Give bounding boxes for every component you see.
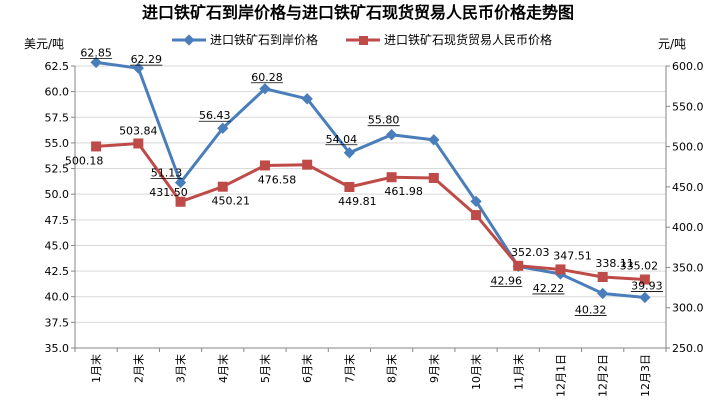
legend-marker-2: [359, 36, 368, 45]
y-left-tick-label-4: 45.0: [45, 239, 70, 252]
y-left-tick-label-3: 42.5: [45, 265, 70, 278]
y-right-tick-label-2: 350.0: [672, 261, 704, 274]
series-2-point-12: [597, 272, 608, 283]
series-1-point-8: [428, 134, 440, 146]
x-tick-label-13: 12月3日: [639, 354, 652, 397]
series-2-label-2: 431.50: [149, 186, 188, 199]
series-2-point-7: [386, 172, 397, 183]
series-1-label-11: 42.22: [533, 282, 565, 295]
y-right-tick-label-6: 550.0: [672, 100, 704, 113]
y-right-tick-label-7: 600.0: [672, 60, 704, 73]
series-1-point-3: [217, 122, 229, 134]
series-2-label-12: 338.11: [595, 257, 634, 270]
x-tick-label-12: 12月2日: [597, 354, 610, 397]
series-1-label-7: 55.80: [368, 114, 400, 127]
y-right-label: 元/吨: [658, 37, 686, 51]
series-1-point-9: [470, 195, 482, 208]
series-2-label-4: 476.58: [258, 173, 297, 186]
series-1-point-7: [385, 129, 398, 141]
x-tick-label-3: 4月末: [216, 354, 230, 383]
y-left-tick-label-11: 62.5: [45, 60, 70, 73]
y-left-tick-label-2: 40.0: [45, 291, 70, 304]
series-1-line: [95, 60, 646, 299]
series-2-point-4: [259, 160, 270, 171]
series-2-line: [96, 141, 645, 281]
x-tick-label-0: 1月末: [89, 354, 103, 383]
series-2-label-11: 347.51: [553, 249, 592, 262]
data-labels: 62.85 62.29 51.13 56.43 60.28 54.04 55.80 42.96…: [65, 46, 663, 316]
series-2-point-3: [217, 181, 228, 192]
series-2-label-6: 449.81: [338, 195, 377, 208]
y-right-tick-label-1: 300.0: [672, 302, 704, 315]
series-2-label-0: 500.18: [65, 154, 104, 167]
x-tick-label-4: 5月末: [258, 354, 272, 383]
y-left-tick-label-10: 60.0: [45, 86, 70, 99]
x-tick-label-6: 7月末: [342, 354, 356, 383]
series-1-label-13: 39.93: [631, 279, 663, 292]
plot-grid: [75, 65, 666, 349]
y-right-tick-label-0: 250.0: [672, 342, 704, 355]
chart-title: 进口铁矿石到岸价格与进口铁矿石现货贸易人民币价格走势图: [142, 3, 574, 22]
y-left-tick-label-0: 35.0: [45, 342, 70, 355]
y-left-tick-label-8: 55.0: [45, 137, 70, 150]
series-1-label-10: 42.96: [491, 274, 523, 287]
y-left-tick-label-6: 50.0: [45, 188, 70, 201]
x-tick-label-10: 11月末: [511, 354, 525, 390]
series-2-point-1: [133, 138, 144, 149]
legend-label-2: 进口铁矿石现货贸易人民币价格: [384, 32, 552, 47]
y-left-tick-label-5: 47.5: [45, 214, 70, 227]
series-2-point-6: [344, 182, 355, 193]
legend-marker-1: [183, 34, 195, 46]
x-tick-label-5: 6月末: [300, 354, 314, 383]
series-2-point-13: [639, 274, 650, 285]
series-2-point-11: [555, 264, 566, 275]
y-right-tick-label-4: 450.0: [672, 181, 704, 194]
series-1-label-12: 40.32: [575, 303, 607, 316]
series-1-label-4: 60.28: [251, 71, 283, 84]
series-1-label-2: 51.13: [151, 167, 183, 180]
series-1-label-3: 56.43: [199, 109, 231, 122]
y-left-tick-label-7: 52.5: [45, 163, 70, 176]
y-left-axis: 35.0 37.5 40.0 42.5 45.0 47.5 50.0 52.5 55.0 57.5…: [45, 60, 75, 355]
series-2-label-3: 450.21: [212, 195, 251, 208]
series-2-label-7: 461.98: [384, 185, 423, 198]
y-left-tick-label-9: 57.5: [45, 111, 70, 124]
x-tick-label-8: 9月末: [427, 354, 441, 383]
series-1-point-13: [639, 291, 651, 304]
series-2-label-13: 335.02: [620, 259, 659, 272]
series-2-point-10: [513, 260, 524, 271]
series-1-point-6: [343, 147, 356, 159]
series-2-label-1: 503.84: [119, 124, 158, 137]
series-1-label-0: 62.85: [80, 46, 112, 59]
x-tick-label-1: 2月末: [131, 354, 145, 383]
series-1-label-1: 62.29: [131, 53, 163, 66]
series-2-point-2: [175, 196, 186, 207]
series-layer: [90, 56, 651, 304]
series-1-point-12: [597, 287, 609, 300]
series-2-point-5: [302, 159, 313, 170]
legend-label-1: 进口铁矿石到岸价格: [210, 32, 318, 47]
y-left-label: 美元/吨: [24, 37, 64, 51]
series-2-point-0: [91, 141, 102, 152]
x-tick-label-7: 8月末: [385, 354, 399, 383]
y-left-tick-label-1: 37.5: [45, 316, 70, 329]
x-tick-label-11: 12月1日: [554, 354, 567, 397]
series-2-point-8: [428, 172, 439, 183]
series-2-point-9: [471, 210, 482, 221]
y-right-tick-label-5: 500.0: [672, 141, 704, 154]
x-tick-label-9: 10月末: [469, 354, 483, 390]
x-axis: 1月末 2月末 3月末 4月末 5月末 6月末 7月末 8月末 9月末 10月末 11月末 12月1日…: [74, 348, 667, 397]
series-1-point-2: [174, 176, 187, 189]
y-right-tick-label-3: 400.0: [672, 221, 704, 234]
x-tick-label-2: 3月末: [174, 354, 188, 383]
legend: 进口铁矿石到岸价格 进口铁矿石现货贸易人民币价格: [172, 32, 552, 47]
series-2-label-10: 352.03: [511, 246, 550, 259]
series-1-label-6: 54.04: [326, 133, 358, 146]
y-right-axis: 250.0 300.0 350.0 400.0 450.0 500.0 550.0 600.0: [666, 60, 704, 355]
